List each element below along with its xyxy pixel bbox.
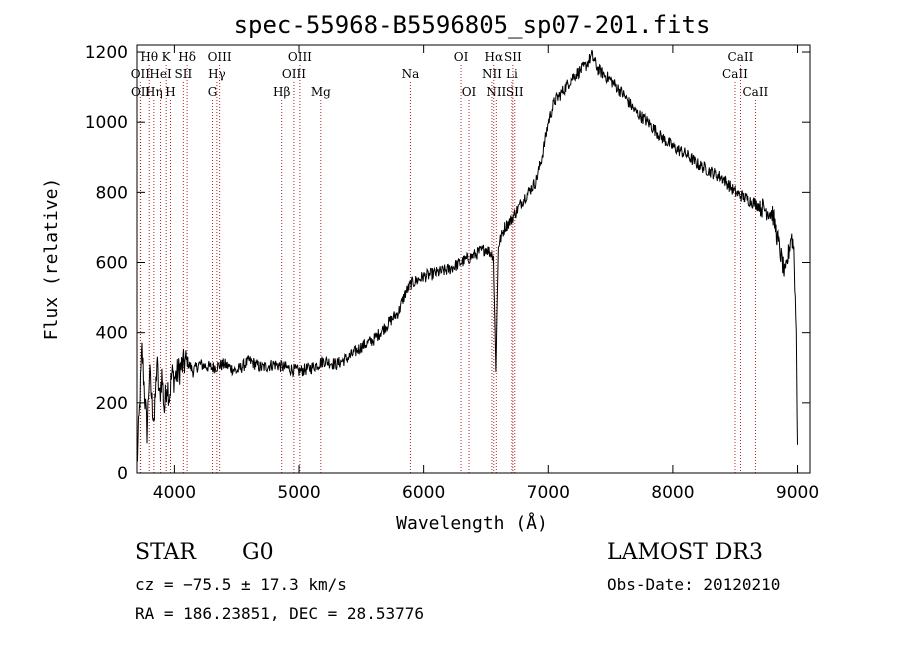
x-tick-label: 4000: [153, 483, 196, 503]
x-axis-label: Wavelength (Å): [396, 512, 548, 534]
spectral-line-label: OIII: [282, 67, 306, 81]
spectral-line-label: H: [165, 85, 175, 99]
object-subclass: G0: [242, 540, 274, 565]
spectrum-line: [136, 49, 798, 462]
spectral-line-label: OIII: [288, 50, 312, 64]
spectral-line-label: HeI: [149, 67, 172, 81]
spectral-line-label: NII: [482, 67, 502, 81]
spectral-line-label: G: [208, 85, 218, 99]
spectral-line-label: CaII: [728, 50, 754, 64]
y-tick-label: 0: [117, 464, 128, 484]
spectral-line-label: Hθ: [140, 50, 158, 64]
x-tick-label: 7000: [527, 483, 570, 503]
spectral-line-label: Hβ: [273, 85, 290, 99]
spectral-line-label: OIII: [208, 50, 232, 64]
y-tick-label: 600: [96, 254, 128, 274]
y-tick-label: 1000: [85, 113, 128, 133]
spectral-line-label: NII: [486, 85, 506, 99]
spectral-line-label: OI: [462, 85, 477, 99]
coordinates-text: RA = 186.23851, DEC = 28.53776: [135, 604, 424, 623]
spectral-line-label: OI: [454, 50, 469, 64]
x-tick-label: 6000: [402, 483, 445, 503]
x-tick-label: 8000: [651, 483, 694, 503]
axes: 4000 5000 6000 7000 8000 9000 0 200 400 600 800 100…: [85, 43, 819, 503]
observation-date: Obs-Date: 20120210: [607, 575, 781, 594]
spectral-line-label: SII: [175, 67, 193, 81]
y-tick-label: 1200: [85, 43, 128, 63]
spectral-line-label: Na: [402, 67, 420, 81]
spectral-line-label: SII: [506, 85, 524, 99]
survey-name: LAMOST DR3: [607, 540, 763, 565]
spectral-line-label: Hγ: [208, 67, 226, 81]
y-tick-label: 800: [96, 183, 128, 203]
spectral-line-label: OII: [131, 67, 151, 81]
plot-frame: [136, 44, 811, 474]
y-tick-label: 400: [96, 324, 128, 344]
spectral-line-label: SII: [504, 50, 522, 64]
spectral-line-label: CaII: [722, 67, 748, 81]
spectral-line-markers: HθOIIOIIHηHeIKHSIIHδGHγOIIIHβOIIIOIIIMgN…: [131, 50, 769, 473]
spectral-line-label: OII: [131, 85, 151, 99]
spectrum-series: [136, 49, 798, 462]
y-tick-label: 200: [96, 394, 128, 414]
chart-title: spec-55968-B5596805_sp07-201.fits: [234, 11, 711, 39]
spectral-line-label: Hη: [145, 85, 163, 99]
spectral-line-label: Hδ: [178, 50, 196, 64]
spectral-line-label: CaII: [742, 85, 768, 99]
y-axis-label: Flux (relative): [41, 178, 62, 341]
x-tick-label: 9000: [776, 483, 819, 503]
spectral-line-label: K: [162, 50, 172, 64]
spectral-line-label: Hα: [485, 50, 504, 64]
object-class: STAR: [135, 540, 196, 565]
spectral-line-label: Mg: [311, 85, 331, 99]
redshift-text: cz = −75.5 ± 17.3 km/s: [135, 575, 347, 594]
x-tick-label: 5000: [277, 483, 320, 503]
spectral-line-label: Li: [506, 67, 518, 81]
